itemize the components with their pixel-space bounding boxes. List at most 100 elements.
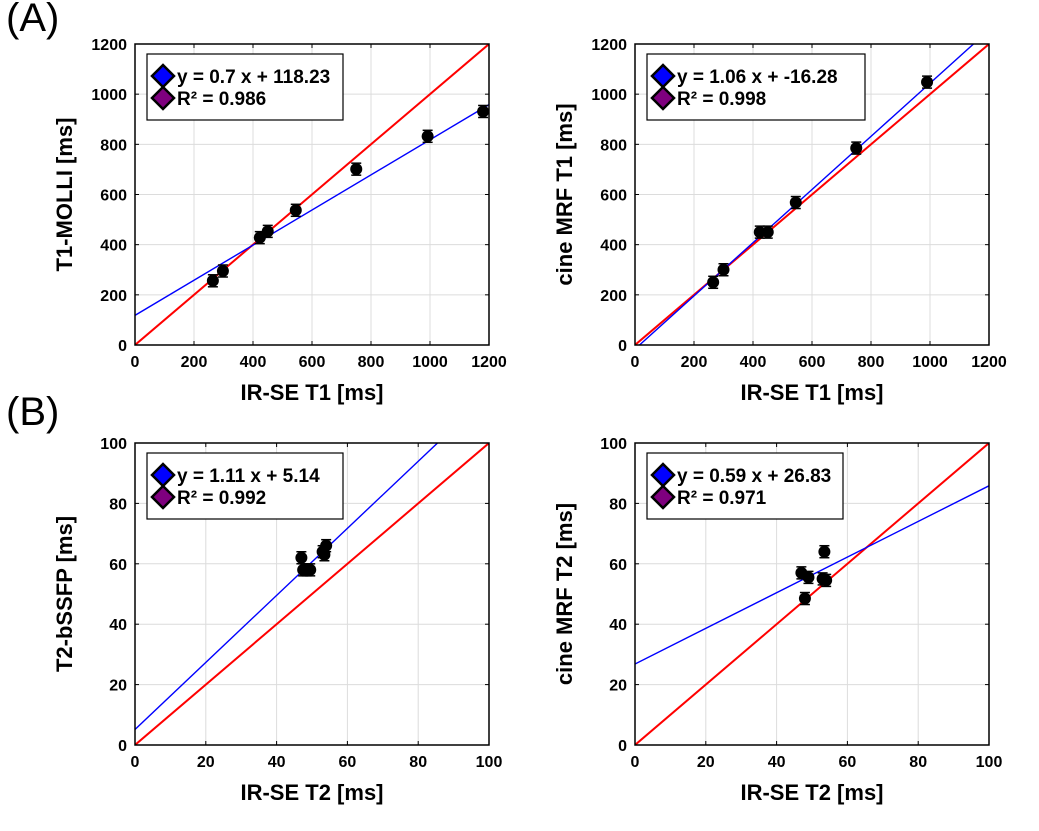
x-axis-label: IR-SE T2 [ms] xyxy=(240,780,383,805)
marker xyxy=(206,274,219,287)
marker xyxy=(295,551,308,564)
data-point xyxy=(707,275,720,290)
x-tick-label: 40 xyxy=(768,754,786,771)
legend-r-squared: R² = 0.986 xyxy=(177,89,266,110)
y-tick-label: 400 xyxy=(600,238,627,255)
marker xyxy=(789,196,802,209)
x-tick-label: 600 xyxy=(299,354,326,371)
data-point xyxy=(717,263,730,277)
legend-r2-diamond-icon xyxy=(650,85,676,111)
x-tick-label: 1200 xyxy=(971,354,1007,371)
data-point xyxy=(261,224,274,239)
data-point xyxy=(477,104,490,119)
y-tick-label: 100 xyxy=(100,436,127,453)
x-tick-label: 800 xyxy=(858,354,885,371)
x-tick-label: 1000 xyxy=(412,354,448,371)
x-tick-label: 100 xyxy=(976,754,1003,771)
y-tick-label: 100 xyxy=(600,436,627,453)
fit-line xyxy=(135,443,439,730)
marker xyxy=(289,204,302,217)
data-point xyxy=(206,274,219,288)
x-tick-label: 400 xyxy=(240,354,267,371)
plot-frame xyxy=(134,43,490,346)
y-tick-label: 80 xyxy=(109,496,127,513)
data-point xyxy=(761,225,774,239)
x-tick-label: 20 xyxy=(197,754,215,771)
plot-frame xyxy=(634,43,990,346)
plot-frame xyxy=(634,442,990,746)
x-tick-label: 400 xyxy=(740,354,767,371)
legend-r-squared: R² = 0.992 xyxy=(177,488,266,509)
x-tick-label: 800 xyxy=(358,354,385,371)
marker xyxy=(350,163,363,176)
y-tick-label: 0 xyxy=(618,738,627,755)
legend-box xyxy=(646,452,844,520)
x-tick-label: 60 xyxy=(339,754,357,771)
data-point xyxy=(921,75,934,89)
x-tick-label: 0 xyxy=(131,754,140,771)
y-tick-label: 1000 xyxy=(591,87,627,104)
chart-4: 0 20 40 60 80 100 0 20 40 60 80 100 IR-SE T2 [ms] cin… xyxy=(552,436,1002,805)
y-tick-label: 20 xyxy=(609,678,627,695)
legend-box xyxy=(146,452,344,520)
marker xyxy=(707,276,720,289)
x-tick-label: 80 xyxy=(409,754,427,771)
legend-r2-diamond-icon xyxy=(150,85,176,111)
data-point xyxy=(820,573,833,588)
y-tick-label: 0 xyxy=(118,738,127,755)
chart-2: 0 200 400 600 800 1000 1200 0 200 400 600 800 1000 12… xyxy=(552,37,1007,405)
legend-r-squared: R² = 0.998 xyxy=(677,89,766,110)
identity-line xyxy=(635,44,989,345)
x-tick-label: 200 xyxy=(181,354,208,371)
legend-equation: y = 0.59 x + 26.83 xyxy=(677,466,831,487)
y-tick-label: 1200 xyxy=(91,37,127,54)
legend-box xyxy=(146,53,344,121)
data-point xyxy=(289,203,302,218)
legend-r2-diamond-icon xyxy=(650,484,676,510)
panel-label-a: (A) xyxy=(6,0,60,40)
plot-frame xyxy=(134,442,490,746)
legend-equation: y = 1.11 x + 5.14 xyxy=(177,466,320,487)
x-tick-label: 100 xyxy=(476,754,503,771)
data-point xyxy=(320,538,333,553)
marker xyxy=(320,539,333,552)
data-point xyxy=(850,141,863,155)
x-tick-label: 20 xyxy=(697,754,715,771)
y-tick-label: 200 xyxy=(100,288,127,305)
data-point xyxy=(216,264,229,278)
marker xyxy=(261,225,274,238)
y-tick-label: 0 xyxy=(618,338,627,355)
marker xyxy=(216,265,229,278)
chart-3: 0 20 40 60 80 100 0 20 40 60 80 100 IR-SE T2 [ms] T2-… xyxy=(52,436,503,805)
y-tick-label: 600 xyxy=(100,188,127,205)
legend-r2-diamond-icon xyxy=(150,484,176,510)
x-axis-label: IR-SE T1 [ms] xyxy=(240,380,383,405)
x-axis-label: IR-SE T1 [ms] xyxy=(740,380,883,405)
data-point xyxy=(421,129,434,144)
y-tick-label: 800 xyxy=(600,137,627,154)
panel-label-b: (B) xyxy=(6,390,60,434)
marker xyxy=(921,76,934,89)
x-tick-label: 200 xyxy=(681,354,708,371)
marker xyxy=(761,226,774,239)
x-tick-label: 600 xyxy=(799,354,826,371)
marker xyxy=(820,574,833,587)
y-tick-label: 40 xyxy=(109,617,127,634)
legend-r-squared: R² = 0.971 xyxy=(677,488,767,509)
x-tick-label: 0 xyxy=(631,754,640,771)
x-tick-label: 1000 xyxy=(912,354,948,371)
marker xyxy=(818,545,831,558)
x-tick-label: 60 xyxy=(839,754,857,771)
marker xyxy=(850,142,863,155)
data-point xyxy=(789,195,802,210)
y-axis-label: T2-bSSFP [ms] xyxy=(52,516,77,672)
legend-equation: y = 0.7 x + 118.23 xyxy=(177,67,330,88)
y-tick-label: 60 xyxy=(609,557,627,574)
x-tick-label: 0 xyxy=(631,354,640,371)
y-tick-label: 1200 xyxy=(591,37,627,54)
marker xyxy=(798,592,811,605)
